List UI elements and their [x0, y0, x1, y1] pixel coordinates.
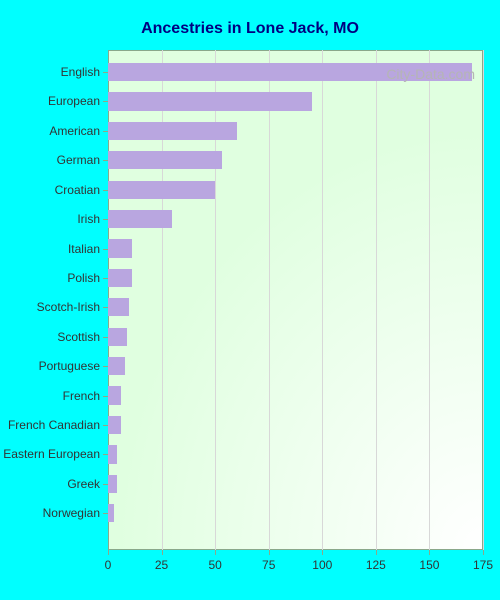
- bar: [108, 63, 472, 81]
- y-tick-label: French: [63, 389, 100, 403]
- y-tick: [103, 72, 108, 73]
- y-tick: [103, 396, 108, 397]
- chart-container: Ancestries in Lone Jack, MO City-Data.co…: [0, 0, 500, 600]
- y-tick-label: Scotch-Irish: [37, 300, 100, 314]
- y-tick-label: American: [49, 124, 100, 138]
- y-tick: [103, 101, 108, 102]
- y-tick-label: Norwegian: [43, 506, 100, 520]
- y-tick: [103, 454, 108, 455]
- y-tick-label: French Canadian: [8, 418, 100, 432]
- x-tick-label: 175: [473, 558, 493, 572]
- bar: [108, 239, 132, 257]
- y-tick: [103, 366, 108, 367]
- x-tick-label: 50: [208, 558, 221, 572]
- bar: [108, 504, 114, 522]
- bar: [108, 416, 121, 434]
- y-tick-label: English: [61, 65, 100, 79]
- y-tick: [103, 249, 108, 250]
- x-tick: [429, 550, 430, 555]
- y-tick-label: Polish: [67, 271, 100, 285]
- bar: [108, 210, 172, 228]
- x-tick: [483, 550, 484, 555]
- bar: [108, 92, 312, 110]
- y-tick: [103, 484, 108, 485]
- x-axis-line: [108, 549, 483, 550]
- y-tick: [103, 307, 108, 308]
- x-tick: [376, 550, 377, 555]
- x-tick: [215, 550, 216, 555]
- bar: [108, 151, 222, 169]
- y-tick: [103, 160, 108, 161]
- x-tick-label: 125: [366, 558, 386, 572]
- grid-line: [322, 50, 323, 550]
- y-tick-label: Croatian: [55, 183, 100, 197]
- y-tick-label: Italian: [68, 242, 100, 256]
- bar: [108, 328, 127, 346]
- y-tick: [103, 219, 108, 220]
- y-tick: [103, 190, 108, 191]
- y-tick-label: Portuguese: [39, 359, 100, 373]
- grid-line: [269, 50, 270, 550]
- grid-line: [376, 50, 377, 550]
- x-tick-label: 0: [105, 558, 112, 572]
- y-tick-label: Greek: [67, 477, 100, 491]
- y-tick-label: European: [48, 94, 100, 108]
- x-tick-label: 150: [419, 558, 439, 572]
- x-tick: [108, 550, 109, 555]
- grid-line: [429, 50, 430, 550]
- y-tick: [103, 278, 108, 279]
- y-tick: [103, 425, 108, 426]
- bar: [108, 181, 215, 199]
- x-tick-label: 25: [155, 558, 168, 572]
- x-tick-label: 100: [312, 558, 332, 572]
- y-tick-label: Scottish: [57, 330, 100, 344]
- y-tick-label: Irish: [77, 212, 100, 226]
- chart-title: Ancestries in Lone Jack, MO: [0, 20, 500, 38]
- y-tick-label: Eastern European: [3, 447, 100, 461]
- y-tick: [103, 131, 108, 132]
- y-tick: [103, 337, 108, 338]
- grid-line: [483, 50, 484, 550]
- x-tick-label: 75: [262, 558, 275, 572]
- bar: [108, 357, 125, 375]
- bar: [108, 298, 129, 316]
- y-tick: [103, 513, 108, 514]
- bar: [108, 386, 121, 404]
- y-tick-label: German: [57, 153, 100, 167]
- x-tick: [269, 550, 270, 555]
- bar: [108, 269, 132, 287]
- bar: [108, 445, 117, 463]
- plot-area: [108, 50, 483, 550]
- bar: [108, 475, 117, 493]
- x-tick: [322, 550, 323, 555]
- x-tick: [162, 550, 163, 555]
- bar: [108, 122, 237, 140]
